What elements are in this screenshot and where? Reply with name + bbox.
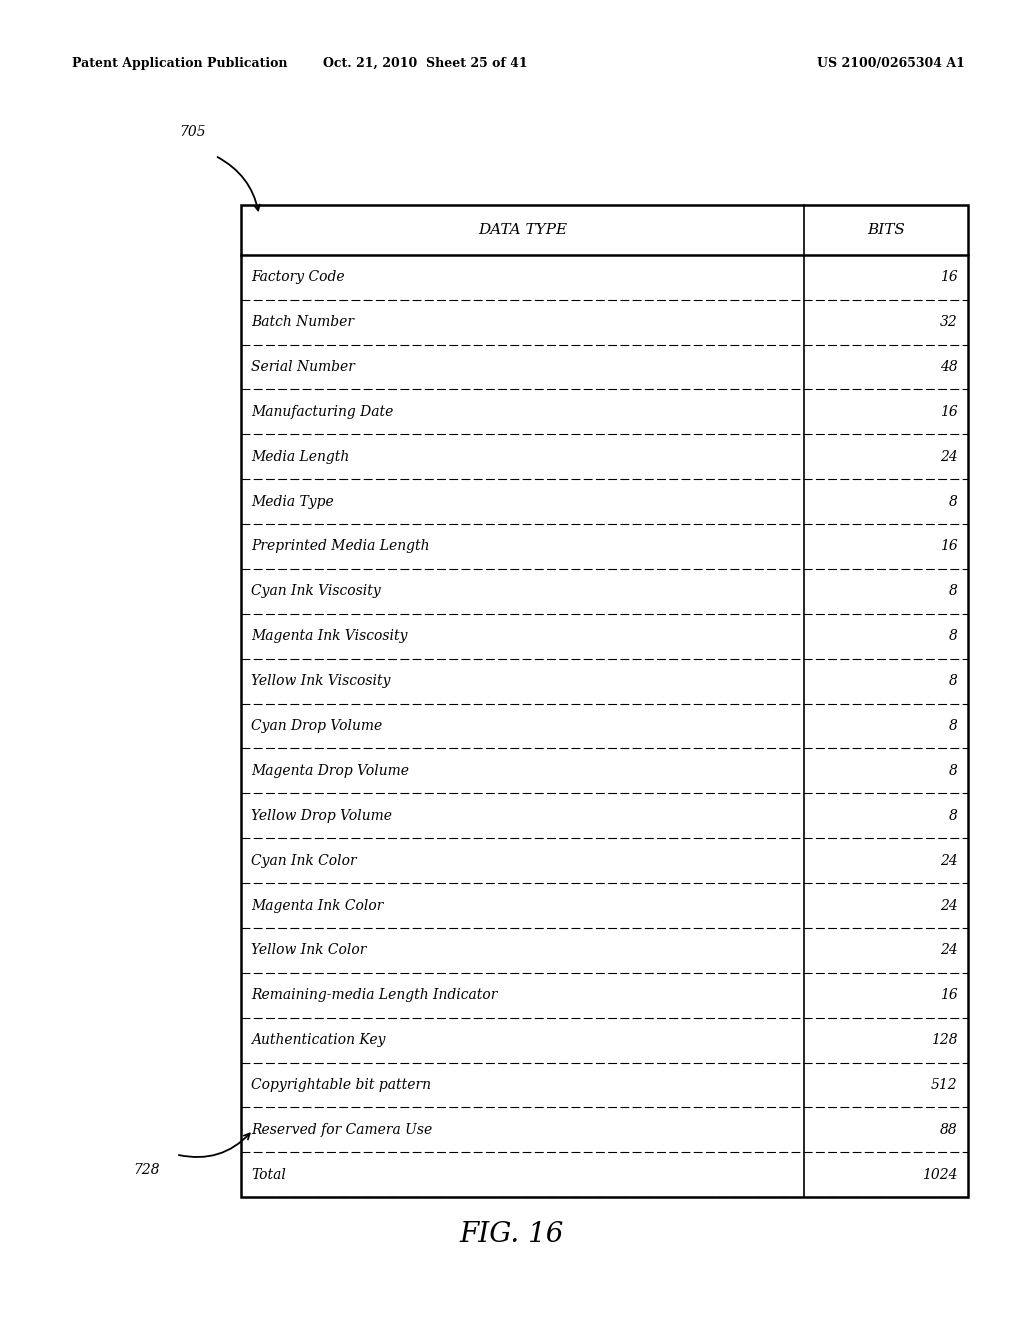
- Text: 16: 16: [940, 405, 957, 418]
- Text: 88: 88: [940, 1123, 957, 1137]
- Text: 8: 8: [948, 495, 957, 508]
- Text: Copyrightable bit pattern: Copyrightable bit pattern: [251, 1078, 431, 1092]
- Text: Total: Total: [251, 1168, 286, 1181]
- Text: Media Length: Media Length: [251, 450, 349, 463]
- Text: Yellow Ink Viscosity: Yellow Ink Viscosity: [251, 675, 390, 688]
- Text: US 2100/0265304 A1: US 2100/0265304 A1: [817, 57, 965, 70]
- Text: 8: 8: [948, 585, 957, 598]
- Text: 24: 24: [940, 944, 957, 957]
- Text: Manufacturing Date: Manufacturing Date: [251, 405, 393, 418]
- Text: 24: 24: [940, 450, 957, 463]
- Text: 32: 32: [940, 315, 957, 329]
- Text: Reserved for Camera Use: Reserved for Camera Use: [251, 1123, 432, 1137]
- Text: BITS: BITS: [867, 223, 905, 236]
- Text: DATA TYPE: DATA TYPE: [478, 223, 567, 236]
- Text: 705: 705: [179, 125, 206, 139]
- Text: Media Type: Media Type: [251, 495, 334, 508]
- Text: Preprinted Media Length: Preprinted Media Length: [251, 540, 429, 553]
- Text: 16: 16: [940, 989, 957, 1002]
- Text: Cyan Drop Volume: Cyan Drop Volume: [251, 719, 382, 733]
- Text: Yellow Drop Volume: Yellow Drop Volume: [251, 809, 392, 822]
- Text: 48: 48: [940, 360, 957, 374]
- Text: Magenta Ink Color: Magenta Ink Color: [251, 899, 383, 912]
- Text: Patent Application Publication: Patent Application Publication: [72, 57, 287, 70]
- Text: 8: 8: [948, 719, 957, 733]
- Text: Oct. 21, 2010  Sheet 25 of 41: Oct. 21, 2010 Sheet 25 of 41: [323, 57, 527, 70]
- Text: 8: 8: [948, 764, 957, 777]
- Text: Batch Number: Batch Number: [251, 315, 354, 329]
- Text: 1024: 1024: [922, 1168, 957, 1181]
- Text: Magenta Drop Volume: Magenta Drop Volume: [251, 764, 409, 777]
- Text: 16: 16: [940, 540, 957, 553]
- Text: 8: 8: [948, 675, 957, 688]
- Bar: [241, 205, 968, 1197]
- Text: 24: 24: [940, 899, 957, 912]
- Text: 8: 8: [948, 809, 957, 822]
- Text: Remaining-media Length Indicator: Remaining-media Length Indicator: [251, 989, 498, 1002]
- Text: FIG. 16: FIG. 16: [460, 1221, 564, 1247]
- Text: Magenta Ink Viscosity: Magenta Ink Viscosity: [251, 630, 408, 643]
- Text: 8: 8: [948, 630, 957, 643]
- Text: 128: 128: [931, 1034, 957, 1047]
- Text: 512: 512: [931, 1078, 957, 1092]
- Text: 24: 24: [940, 854, 957, 867]
- Text: 16: 16: [940, 271, 957, 284]
- Text: 728: 728: [133, 1163, 160, 1177]
- Text: Cyan Ink Viscosity: Cyan Ink Viscosity: [251, 585, 381, 598]
- Text: Factory Code: Factory Code: [251, 271, 344, 284]
- Text: Serial Number: Serial Number: [251, 360, 354, 374]
- Text: Cyan Ink Color: Cyan Ink Color: [251, 854, 356, 867]
- Text: Authentication Key: Authentication Key: [251, 1034, 385, 1047]
- Text: Yellow Ink Color: Yellow Ink Color: [251, 944, 367, 957]
